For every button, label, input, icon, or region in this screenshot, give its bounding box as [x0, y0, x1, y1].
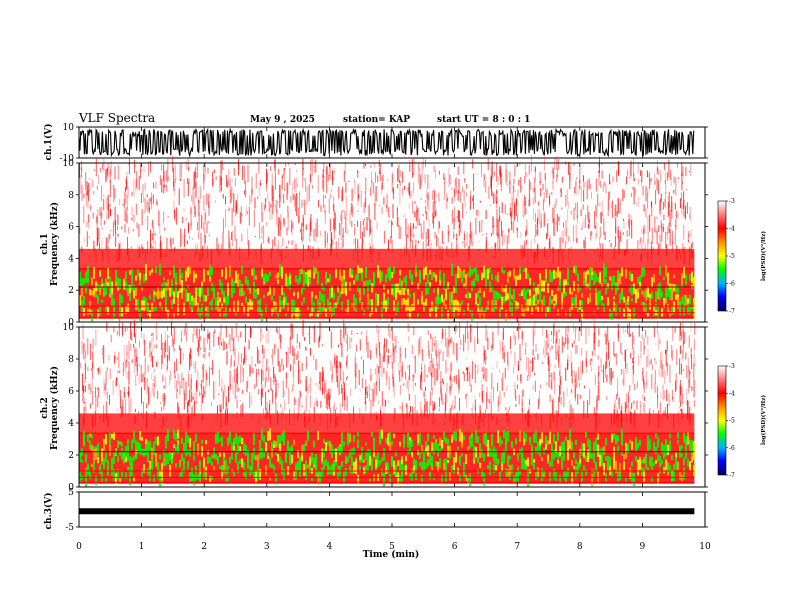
figure-date: May 9 , 2025 — [250, 115, 315, 125]
time-tick-label-2: 2 — [201, 542, 207, 552]
ch1-spectrogram-mid-band — [79, 248, 695, 270]
ch1-colorbar: -3 -4 -5 -6 -7 — [717, 198, 735, 315]
ch1-spectrogram-panel: 0 2 4 6 8 10 — [63, 155, 708, 328]
time-axis: 0 1 2 3 4 5 6 7 8 9 10 — [76, 542, 711, 552]
time-tick-label-8: 8 — [577, 542, 583, 552]
ch2-colorbar-bar — [717, 365, 727, 476]
ch1-waveform-ylabel: ch.1(V) — [43, 124, 54, 161]
ch2-colorbar-tick-label--5: -5 — [729, 418, 735, 425]
time-tick-label-4: 4 — [327, 542, 333, 552]
ch2-spectrogram-ytick-label-0: 0 — [68, 483, 74, 493]
ch1-waveform-ytick-label--10: -10 — [60, 154, 75, 164]
ch1-spectrogram-ytick-label-0: 0 — [68, 318, 74, 328]
ch1-spectrogram-low-band — [79, 263, 695, 322]
ch2-colorbar: -3 -4 -5 -6 -7 — [717, 363, 735, 479]
ch1-spectrogram-ylabel: Frequency (kHz) — [49, 202, 60, 286]
ch1-waveform-trace — [78, 127, 695, 158]
ch2-colorbar-tick-label--7: -7 — [729, 472, 735, 479]
figure-start-time: start UT = 8 : 0 : 1 — [437, 115, 530, 125]
ch3-waveform-ytick-label-5: 5 — [68, 488, 74, 498]
time-tick-label-3: 3 — [264, 542, 270, 552]
ch2-spectrogram-ytick-label-4: 4 — [68, 419, 74, 429]
ch1-spectrogram-ytick-label-4: 4 — [68, 254, 74, 264]
ch2-colorbar-label: log(PSD)(V²/Hz) — [760, 395, 767, 445]
ch3-waveform-ytick-label--5: -5 — [65, 523, 74, 533]
ch1-spectrogram-ytick-label-10: 10 — [63, 159, 75, 169]
time-tick-label-9: 9 — [640, 542, 646, 552]
ch2-colorbar-tick-label--6: -6 — [729, 445, 735, 452]
ch2-spectrogram-ylabel: Frequency (kHz) — [49, 366, 60, 450]
ch3-waveform-trace — [79, 508, 695, 515]
ch1-spectrogram-ytick-label-8: 8 — [68, 191, 74, 201]
ch1-colorbar-bar — [717, 200, 727, 312]
ch3-waveform-panel: 5 -5 — [65, 488, 708, 533]
time-tick-label-1: 1 — [139, 542, 145, 552]
time-tick-label-5: 5 — [389, 542, 395, 552]
ch2-spectrogram-ytick-label-6: 6 — [68, 387, 74, 397]
ch1-colorbar-tick-label--6: -6 — [729, 281, 735, 288]
ch1-colorbar-tick-label--7: -7 — [729, 308, 735, 315]
ch1-spectrogram-ytick-label-2: 2 — [68, 286, 74, 296]
ch2-colorbar-tick-label--4: -4 — [729, 390, 735, 397]
ch3-waveform-ylabel: ch.3(V) — [43, 493, 54, 530]
ch2-spectrogram-mid-band — [79, 413, 695, 435]
time-axis-label: Time (min) — [363, 549, 420, 560]
ch1-colorbar-label: log(PSD)(V²/Hz) — [760, 231, 767, 281]
ch1-waveform-ytick-label-10: 10 — [63, 123, 75, 133]
ch2-spectrogram-ytick-label-2: 2 — [68, 451, 74, 461]
ch1-waveform-panel: 10 -10 — [60, 123, 708, 164]
ch1-colorbar-tick-label--4: -4 — [729, 226, 735, 233]
time-tick-label-7: 7 — [514, 542, 520, 552]
ch1-spectrogram-high-band — [79, 155, 694, 267]
ch1-colorbar-tick-label--5: -5 — [729, 253, 735, 260]
figure-title: VLF Spectra — [78, 111, 155, 125]
ch2-spectrogram-low-band — [79, 428, 695, 487]
time-tick-label-0: 0 — [76, 542, 82, 552]
ch1-colorbar-tick-label--3: -3 — [729, 198, 735, 205]
time-tick-label-10: 10 — [699, 542, 711, 552]
ch1-spectrogram-ytick-label-6: 6 — [68, 223, 74, 233]
ch1-spectrogram-prefix: ch.1 — [40, 233, 50, 254]
ch2-colorbar-tick-label--3: -3 — [729, 363, 735, 370]
ch2-spectrogram-prefix: ch.2 — [40, 397, 50, 418]
ch2-spectrogram-ytick-label-10: 10 — [63, 323, 75, 333]
figure-station: station= KAP — [343, 115, 410, 125]
ch2-spectrogram-panel: 0 2 4 6 8 10 — [63, 317, 708, 493]
time-tick-label-6: 6 — [452, 542, 458, 552]
ch2-spectrogram-ytick-label-8: 8 — [68, 355, 74, 365]
